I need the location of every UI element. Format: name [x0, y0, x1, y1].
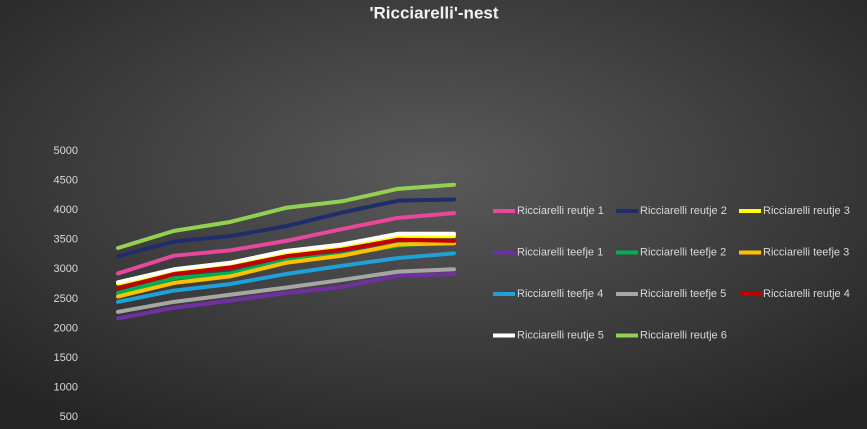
- legend-label: Ricciarelli teefje 1: [517, 246, 603, 258]
- legend-label: Ricciarelli teefje 2: [640, 246, 726, 258]
- legend-label: Ricciarelli reutje 4: [763, 288, 850, 300]
- series-line: [116, 272, 456, 321]
- y-tick-label: 3000: [54, 263, 78, 275]
- y-tick-label: 500: [60, 411, 78, 423]
- y-tick-label: 2500: [54, 293, 78, 305]
- series-line: [116, 211, 456, 276]
- y-tick-label: 5000: [54, 145, 78, 157]
- series-line: [116, 237, 456, 291]
- series-line: [116, 182, 456, 251]
- chart-title: 'Ricciarelli'-nest: [369, 3, 498, 22]
- legend-label: Ricciarelli reutje 3: [763, 205, 850, 217]
- y-tick-label: 1500: [54, 352, 78, 364]
- y-tick-label: 4000: [54, 204, 78, 216]
- series-line: [116, 251, 456, 304]
- legend-label: Ricciarelli teefje 3: [763, 246, 849, 258]
- legend-label: Ricciarelli reutje 1: [517, 205, 604, 217]
- legend-label: Ricciarelli teefje 5: [640, 288, 726, 300]
- y-tick-label: 2000: [54, 322, 78, 334]
- y-tick-label: 3500: [54, 234, 78, 246]
- series-line: [116, 231, 456, 285]
- series-line: [116, 241, 456, 299]
- legend-label: Ricciarelli reutje 5: [517, 329, 604, 341]
- y-tick-label: 1000: [54, 382, 78, 394]
- legend-label: Ricciarelli reutje 6: [640, 329, 727, 341]
- series-line: [116, 197, 456, 259]
- legend-label: Ricciarelli reutje 2: [640, 205, 727, 217]
- y-tick-label: 4500: [54, 174, 78, 186]
- legend-label: Ricciarelli teefje 4: [517, 288, 603, 300]
- series-line: [116, 267, 456, 314]
